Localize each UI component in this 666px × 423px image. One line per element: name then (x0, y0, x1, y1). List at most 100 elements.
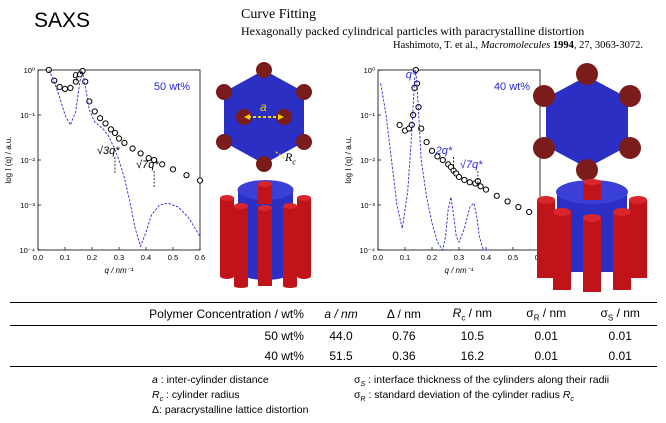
data-point (526, 208, 533, 216)
y-tick-label: 10⁻³ (360, 201, 375, 210)
col-header-rc: Rc / nm (435, 301, 510, 327)
data-point (129, 145, 136, 152)
peak-label: 2q* (435, 145, 453, 157)
page-title: Curve Fitting (241, 7, 317, 22)
x-tick-label: 0.1 (400, 253, 410, 262)
data-point (477, 183, 484, 190)
x-tick-label: 0.3 (114, 253, 124, 262)
cylinder-dot (216, 84, 232, 100)
peak-label: q* (406, 69, 417, 81)
cylinder-array-40wt (537, 179, 647, 292)
col-header-a: a / nm (309, 301, 373, 327)
data-point (72, 78, 79, 85)
x-axis-label: q / nm⁻¹ (104, 266, 133, 275)
y-tick-label: 10⁻² (20, 156, 35, 165)
y-tick-label: 10⁰ (364, 66, 375, 75)
cylinder-dot (533, 137, 555, 159)
ref-year: 1994 (552, 40, 574, 51)
x-tick-label: 0.0 (373, 253, 383, 262)
data-point (115, 135, 123, 142)
data-point (439, 156, 446, 164)
data-point (107, 126, 115, 133)
hexagon-lattice-top-view-50wt: a (216, 62, 312, 172)
data-point (183, 172, 190, 179)
table-cell: 0.01 (608, 329, 632, 344)
data-point (121, 139, 128, 146)
col-header-concentration: Polymer Concentration / wt% (10, 301, 310, 327)
table-cell: 0.76 (392, 329, 416, 344)
reference: Hashimoto, T. et al., Macromolecules 199… (393, 40, 643, 51)
data-point (91, 108, 98, 115)
peak-label: q* (73, 69, 84, 81)
col-header-sigma-s: σS / nm (583, 301, 657, 327)
data-point (411, 84, 418, 92)
data-point (423, 138, 430, 146)
data-point (159, 161, 166, 168)
table-cell: 10.5 (460, 329, 484, 344)
legend-sigma-r: σR : standard deviation of the cylinder … (354, 389, 574, 404)
data-point (466, 179, 473, 186)
x-tick-label: 0.1 (60, 253, 70, 262)
cylinder-dot (296, 84, 312, 100)
x-tick-label: 0.5 (508, 253, 518, 262)
hexagon-lattice-top-view-40wt (533, 63, 641, 181)
ref-journal: Macromolecules (480, 40, 551, 51)
x-tick-label: 0.2 (427, 253, 437, 262)
data-point (61, 85, 69, 93)
y-axis-label: log I (q) / a.u. (344, 136, 353, 183)
y-tick-label: 10⁻³ (20, 201, 35, 210)
table-row: 40 wt% 51.5 0.36 16.2 0.01 0.01 (10, 346, 657, 368)
x-tick-label: 0.5 (168, 253, 178, 262)
peak-label: √7q* (136, 159, 159, 171)
table-cell: 0.36 (372, 346, 436, 368)
data-point (428, 147, 436, 154)
y-tick-label: 10⁻⁴ (19, 246, 35, 255)
y-tick-label: 10⁻² (360, 156, 375, 165)
cylinder-dot (576, 159, 598, 181)
col-header-sigma-r: σR / nm (509, 301, 584, 327)
peak-label: √3q* (97, 145, 120, 157)
saxs-chart-50wt: 0.0 0.1 0.2 0.3 0.4 0.5 0.6 10⁻⁴ 10⁻³ 10⁻² 10⁻¹ 10⁰… (4, 66, 205, 275)
cylinder-dot (256, 62, 272, 78)
data-point (102, 120, 109, 127)
data-point (515, 203, 522, 211)
table-cell: 0.01 (509, 346, 584, 368)
ref-rest: , 27, 3063-3072. (573, 40, 644, 51)
data-point (137, 150, 144, 157)
concentration-annotation: 50 wt% (154, 81, 190, 93)
cylinder-dot (296, 134, 312, 150)
legend-a: a : inter-cylinder distance (152, 374, 269, 386)
table-cell: 50 wt% (264, 329, 304, 344)
col-header-delta: Δ / nm (372, 301, 436, 327)
table-header-row: Polymer Concentration / wt% a / nm Δ / n… (10, 301, 657, 327)
data-point (396, 121, 403, 129)
radius-arrow (275, 151, 285, 159)
data-point (504, 198, 511, 205)
table-cell: 0.01 (534, 329, 558, 344)
y-tick-label: 10⁻⁴ (359, 246, 375, 255)
data-point (461, 176, 468, 184)
data-point (111, 129, 119, 137)
data-point (455, 173, 463, 181)
cylinder-dot (533, 85, 555, 107)
data-point (145, 155, 152, 162)
lattice-param-label: a (260, 100, 267, 114)
data-point (482, 186, 490, 193)
data-point (434, 153, 441, 160)
cylinder-dot (256, 156, 272, 172)
legend-sigma-s: σS : interface thickness of the cylinder… (354, 374, 610, 389)
cylinder-array-50wt (220, 180, 311, 288)
y-tick-label: 10⁰ (24, 66, 35, 75)
x-tick-label: 0.4 (481, 253, 491, 262)
data-point (97, 115, 104, 122)
data-point (169, 166, 177, 173)
data-point (67, 84, 74, 92)
radius-label: Rc (285, 150, 296, 167)
table-cell: 40 wt% (10, 346, 310, 368)
fit-curve (380, 69, 492, 252)
ref-authors: Hashimoto, T. et al., (393, 40, 481, 51)
table-cell: 44.0 (329, 329, 353, 344)
legend-rc: Rc : cylinder radius (152, 389, 240, 404)
table-row: 50 wt% 44.0 0.76 10.5 0.01 0.01 (10, 326, 657, 347)
page-subtitle: Hexagonally packed cylindrical particles… (241, 24, 585, 38)
